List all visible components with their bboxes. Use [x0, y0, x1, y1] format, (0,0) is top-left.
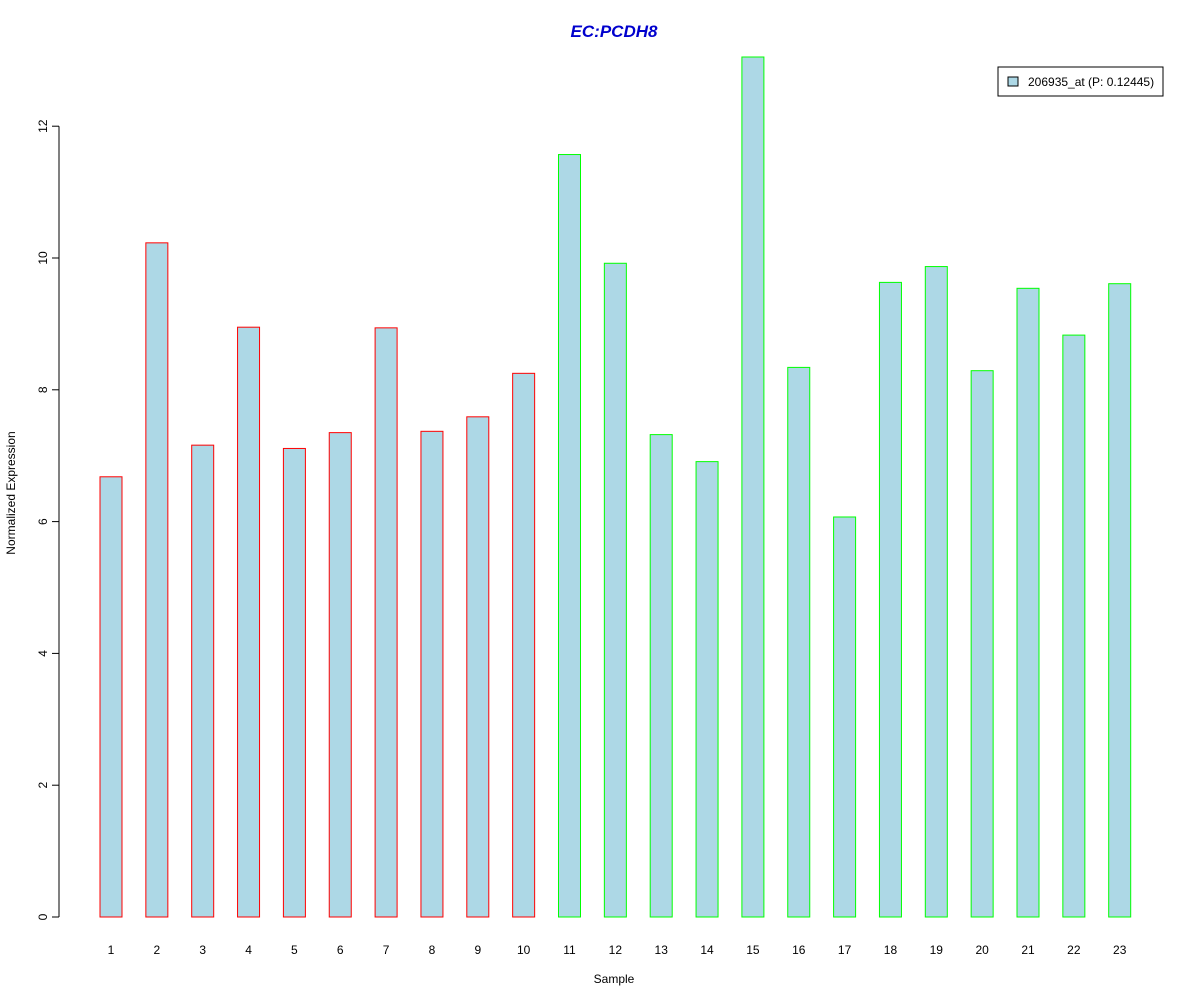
y-axis-label: Normalized Expression [4, 431, 18, 554]
bar-sample-6 [328, 432, 352, 918]
x-tick-label: 10 [517, 943, 531, 957]
x-tick-label: 7 [383, 943, 390, 957]
x-tick-label: 6 [337, 943, 344, 957]
bar-sample-5 [282, 447, 306, 918]
x-axis-ticks: 1 2 3 4 5 6 7 8 9 10 11 12 13 14 15 16 17 18 19 20 21 22 23 [108, 943, 1127, 957]
bar-sample-1 [99, 476, 123, 918]
bar-sample-14 [695, 461, 719, 918]
bar-sample-4 [237, 326, 261, 918]
chart-title: EC:PCDH8 [571, 22, 658, 41]
bar-sample-10 [512, 372, 536, 918]
y-tick-label: 8 [36, 386, 50, 393]
x-tick-label: 12 [609, 943, 623, 957]
x-tick-label: 11 [563, 943, 576, 957]
bars [99, 56, 1132, 918]
y-axis: 0 2 4 6 8 10 12 [36, 119, 60, 920]
bar-sample-23 [1108, 283, 1132, 918]
x-tick-label: 16 [792, 943, 806, 957]
bar-sample-8 [420, 430, 444, 918]
x-tick-label: 8 [429, 943, 436, 957]
bar-sample-13 [649, 434, 673, 918]
x-tick-label: 19 [930, 943, 944, 957]
x-tick-label: 22 [1067, 943, 1081, 957]
y-tick-label: 2 [36, 782, 50, 789]
bar-sample-21 [1016, 287, 1040, 918]
bar-sample-2 [145, 242, 169, 918]
y-tick-label: 12 [36, 119, 50, 133]
legend-label: 206935_at (P: 0.12445) [1028, 75, 1154, 89]
bar-sample-17 [833, 516, 857, 918]
bar-sample-3 [191, 444, 215, 918]
x-tick-label: 5 [291, 943, 298, 957]
x-tick-label: 1 [108, 943, 115, 957]
y-tick-label: 0 [36, 913, 50, 920]
bar-sample-12 [603, 262, 627, 918]
bar-sample-7 [374, 327, 398, 918]
x-tick-label: 15 [746, 943, 760, 957]
legend-swatch [1007, 76, 1019, 87]
x-tick-label: 18 [884, 943, 898, 957]
bar-sample-22 [1062, 334, 1086, 918]
x-tick-label: 21 [1021, 943, 1035, 957]
y-tick-label: 4 [36, 650, 50, 657]
y-tick-label: 10 [36, 251, 50, 265]
bar-sample-16 [787, 366, 811, 918]
y-tick-label: 6 [36, 518, 50, 525]
legend: 206935_at (P: 0.12445) [997, 66, 1164, 97]
bar-sample-18 [878, 281, 902, 918]
bar-sample-9 [466, 416, 490, 918]
x-tick-label: 17 [838, 943, 852, 957]
x-axis-label: Sample [594, 972, 635, 986]
x-tick-label: 20 [975, 943, 989, 957]
x-tick-label: 3 [199, 943, 206, 957]
x-tick-label: 13 [655, 943, 669, 957]
bar-sample-19 [924, 266, 948, 918]
x-tick-label: 9 [474, 943, 481, 957]
x-tick-label: 4 [245, 943, 252, 957]
bar-sample-20 [970, 370, 994, 918]
x-tick-label: 2 [154, 943, 161, 957]
bar-sample-15 [741, 56, 765, 918]
legend-box [997, 66, 1164, 97]
x-tick-label: 23 [1113, 943, 1127, 957]
x-tick-label: 14 [700, 943, 714, 957]
bar-sample-11 [558, 154, 581, 918]
